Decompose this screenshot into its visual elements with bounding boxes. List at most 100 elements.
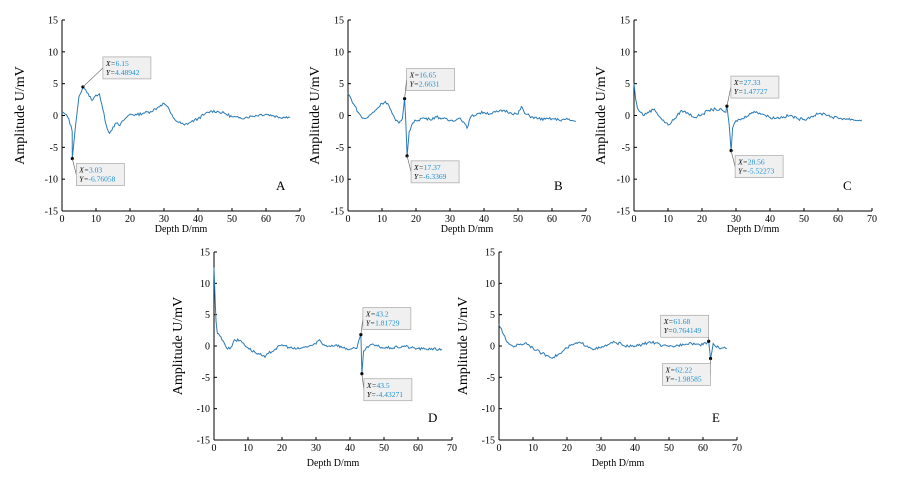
data-point <box>648 341 649 343</box>
annotation-leader <box>360 318 364 335</box>
data-point <box>357 111 359 113</box>
x-tick-label: 10 <box>91 214 101 225</box>
annotation-x-value: 6.15 <box>116 59 129 68</box>
data-point <box>580 342 581 344</box>
x-tick-label: 30 <box>731 214 741 225</box>
annotation-leader <box>72 158 77 175</box>
y-tick-label: -15 <box>331 207 344 218</box>
annotation-y-key: Y= <box>367 390 376 399</box>
annotation-x-value: 61.68 <box>673 317 690 326</box>
x-axis-title: Depth D/mm <box>155 224 208 235</box>
annotation-y-key: Y= <box>410 80 419 89</box>
data-point <box>558 119 560 121</box>
data-point <box>790 115 791 116</box>
data-point <box>524 113 526 114</box>
y-axis-title: Amplitude U/mV <box>456 297 471 395</box>
data-point <box>830 116 832 118</box>
annotation-y-value: 2.6631 <box>419 80 440 89</box>
x-tick-label: 50 <box>799 214 809 225</box>
data-point <box>565 118 566 120</box>
data-point <box>647 111 648 113</box>
annotation-marker <box>729 149 733 153</box>
annotation-leader <box>361 373 365 390</box>
annotation-x-text: X=3.03 <box>78 166 102 175</box>
data-point <box>715 108 716 110</box>
data-point <box>476 113 478 114</box>
data-point <box>177 121 179 123</box>
x-tick-label: 70 <box>732 443 742 454</box>
annotation-x-text: X=17.37 <box>413 163 441 172</box>
x-tick-label: 50 <box>379 443 389 454</box>
data-point <box>376 345 378 347</box>
data-point <box>289 117 291 118</box>
data-point <box>837 117 839 119</box>
data-point <box>342 347 344 349</box>
annotation-x-key: X= <box>733 78 744 87</box>
annotation-box <box>410 160 460 184</box>
data-point <box>319 339 320 341</box>
series-line <box>213 267 443 374</box>
annotation-y-value: -6.3369 <box>423 172 446 181</box>
x-tick-label: 20 <box>125 214 135 225</box>
annotation-x-key: X= <box>737 158 748 167</box>
y-tick-label: -5 <box>50 143 58 154</box>
data-point <box>783 116 784 118</box>
data-point <box>776 117 778 119</box>
data-point <box>227 348 229 350</box>
annotation-box <box>734 155 784 178</box>
annotation-x-value: 16.65 <box>419 71 436 80</box>
data-point <box>546 355 547 356</box>
annotation-x-key: X= <box>78 166 89 175</box>
y-tick-label: 15 <box>200 248 210 259</box>
panel-label: B <box>554 178 563 193</box>
data-point <box>197 118 199 120</box>
y-tick-label: 5 <box>53 79 58 90</box>
data-point <box>61 111 63 113</box>
x-tick-label: 60 <box>698 443 708 454</box>
x-tick-label: 60 <box>547 214 557 225</box>
annotation-box <box>76 163 125 186</box>
annotation-x-text: X=28.56 <box>737 158 765 167</box>
data-point <box>220 336 222 337</box>
data-point <box>163 103 165 104</box>
annotation-x-text: X=27.33 <box>733 78 761 87</box>
y-tick-label: 0 <box>339 111 344 122</box>
data-point <box>364 118 366 120</box>
series-line <box>62 85 290 159</box>
y-tick-label: 5 <box>490 310 495 321</box>
y-tick-label: 15 <box>334 16 344 27</box>
annotation-y-key: Y= <box>106 68 115 77</box>
annotation-y-value: -5.52273 <box>747 167 774 176</box>
data-point <box>374 110 376 111</box>
annotation-y-text: Y=2.6631 <box>410 80 440 89</box>
data-point <box>268 353 269 354</box>
data-point <box>211 110 213 112</box>
annotation-x-value: 43.2 <box>376 310 389 319</box>
data-point <box>431 348 432 349</box>
x-tick-label: 60 <box>413 443 423 454</box>
data-point <box>265 113 267 115</box>
data-point <box>351 99 352 100</box>
data-point <box>347 92 349 94</box>
data-point <box>643 115 645 116</box>
data-point <box>361 117 362 118</box>
data-point <box>544 118 546 120</box>
data-point <box>701 113 703 115</box>
x-tick-label: 30 <box>311 443 321 454</box>
y-axis-title: Amplitude U/mV <box>13 66 28 164</box>
data-point <box>68 118 70 120</box>
data-point <box>668 346 670 348</box>
data-point <box>92 99 93 101</box>
data-point <box>286 116 287 118</box>
data-point <box>675 345 677 347</box>
data-point <box>390 347 392 349</box>
data-point <box>722 110 723 111</box>
x-tick-label: 20 <box>562 443 572 454</box>
data-point <box>641 344 643 346</box>
data-point <box>429 118 430 120</box>
data-point <box>238 117 240 119</box>
data-point <box>264 356 266 358</box>
data-point <box>803 118 805 120</box>
annotation-box <box>660 314 710 338</box>
